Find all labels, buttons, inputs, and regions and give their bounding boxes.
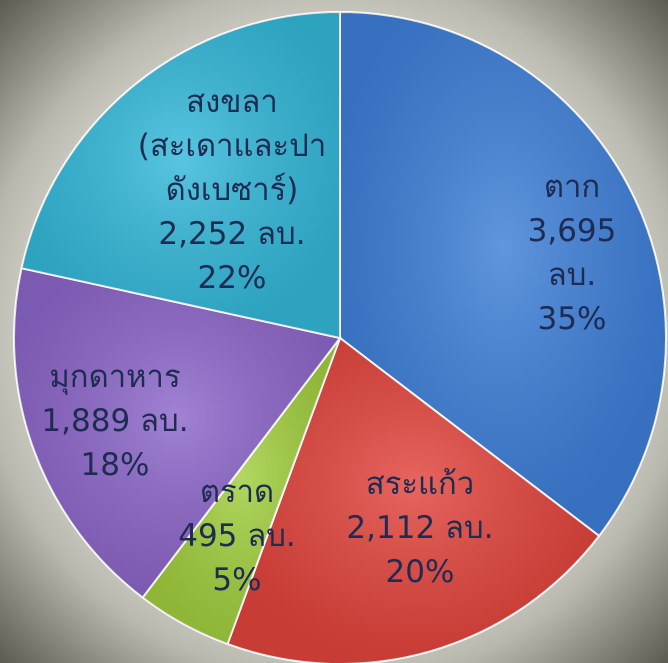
slice-label: สงขลา (สะเดาและปา ดังเบซาร์)2,252 ลบ.22%: [138, 80, 327, 300]
category-label: ตราด: [178, 470, 296, 514]
percent-label: 20%: [346, 550, 493, 594]
category-label: สงขลา (สะเดาและปา ดังเบซาร์): [138, 80, 327, 212]
value-label: 2,112 ลบ.: [346, 506, 493, 550]
value-label: 2,252 ลบ.: [138, 212, 327, 256]
percent-label: 18%: [41, 443, 188, 487]
percent-label: 22%: [138, 256, 327, 300]
value-label: 495 ลบ.: [178, 514, 296, 558]
value-label: 3,695 ลบ.: [524, 209, 620, 297]
chart: ตาก3,695 ลบ.35% สระแก้ว2,112 ลบ.20% ตราด49…: [0, 0, 668, 663]
category-label: มุกดาหาร: [41, 355, 188, 399]
category-label: สระแก้ว: [346, 462, 493, 506]
percent-label: 35%: [524, 297, 620, 341]
category-label: ตาก: [524, 165, 620, 209]
percent-label: 5%: [178, 558, 296, 602]
value-label: 1,889 ลบ.: [41, 399, 188, 443]
